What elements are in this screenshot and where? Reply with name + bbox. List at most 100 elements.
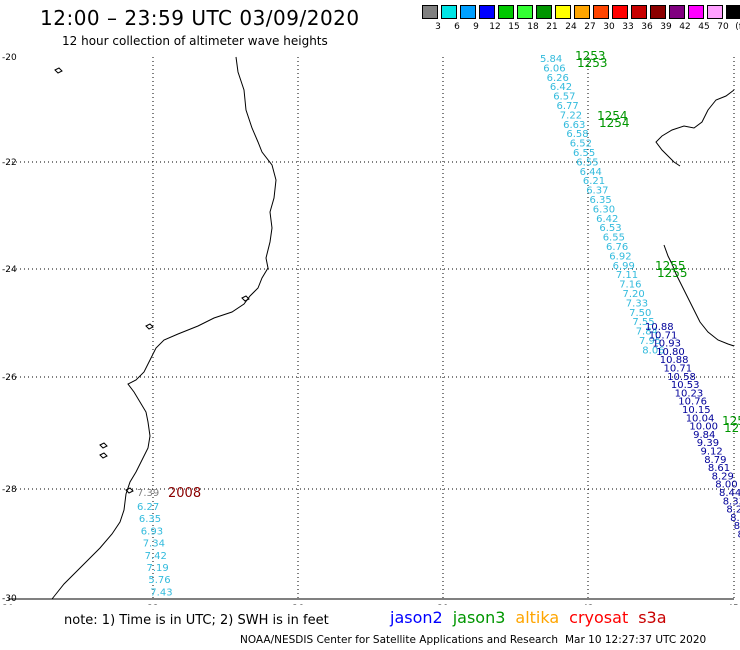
- grid-lines: [8, 57, 735, 600]
- track-value: 6.37: [586, 186, 608, 197]
- track-value: 8.06: [642, 345, 664, 356]
- track-value: 6.77: [557, 101, 579, 112]
- longitude-label: 33: [147, 604, 158, 605]
- page-subtitle: 12 hour collection of altimeter wave hei…: [62, 34, 328, 48]
- track-value: 7.22: [560, 110, 582, 121]
- pass-label: 125: [722, 414, 740, 428]
- scale-label: 18: [527, 22, 539, 32]
- scale-label: 24: [565, 22, 577, 32]
- track-value: 6.53: [599, 223, 621, 234]
- track-value: 6.30: [593, 204, 615, 215]
- track-value: 6.93: [141, 526, 163, 537]
- track-value: 6.58: [566, 129, 588, 140]
- scale-swatch: [688, 5, 704, 19]
- pass-label: 1253: [575, 49, 606, 63]
- legend-altika: altika: [515, 608, 560, 627]
- timestamp: Mar 10 12:27:37 UTC 2020: [565, 634, 707, 646]
- track-value: 10.53: [671, 380, 700, 391]
- track-value: 7.34: [143, 539, 165, 550]
- track-value: 10.15: [682, 405, 711, 416]
- credit-text: NOAA/NESDIS Center for Satellite Applica…: [240, 634, 558, 646]
- track-value: 6.42: [596, 214, 618, 225]
- scale-label: 21: [546, 22, 558, 32]
- track-value: 6.92: [609, 251, 631, 262]
- pass-label-shadow: 1254: [599, 116, 630, 130]
- scale-swatch: [441, 5, 457, 19]
- scale-label: 6: [454, 22, 460, 32]
- track-value: 10.76: [678, 397, 707, 408]
- track-value: 9.84: [693, 430, 715, 441]
- pass-label: 1254: [597, 109, 628, 123]
- pass-label: 2008: [168, 486, 201, 501]
- track-value: 9.12: [701, 447, 723, 458]
- scale-swatch: [726, 5, 740, 19]
- track-value: 8.99: [738, 530, 740, 541]
- pass-label: 1255: [655, 259, 686, 273]
- scale-label: 42: [679, 22, 691, 32]
- track-value: 6.35: [139, 514, 161, 525]
- scale-swatch: [612, 5, 628, 19]
- track-value: 8.44: [719, 488, 740, 499]
- island-outline: [99, 452, 108, 459]
- track-value: 7.55: [632, 317, 654, 328]
- track-value: 7.39: [137, 488, 159, 499]
- track-value: 10.80: [656, 347, 685, 358]
- track-value: 6.57: [553, 92, 575, 103]
- track-value: 5.76: [148, 575, 170, 586]
- scale-label: 36: [641, 22, 653, 32]
- legend-jason2: jason2: [390, 608, 443, 627]
- scale-label: 39: [660, 22, 672, 32]
- scale-label: 3: [435, 22, 441, 32]
- track-value: 7.42: [145, 551, 167, 562]
- track-value: 6.27: [137, 502, 159, 513]
- scale-label: 45: [698, 22, 710, 32]
- track-value: 8.33: [723, 496, 740, 507]
- scale-swatch: [479, 5, 495, 19]
- track-value: 9.39: [697, 438, 719, 449]
- latitude-label: -26: [2, 373, 17, 383]
- track-value: 6.55: [573, 148, 595, 159]
- longitude-label: 45: [727, 604, 738, 605]
- track-value: 10.23: [675, 388, 704, 399]
- latitude-label: -30: [2, 594, 17, 604]
- track-value: 6.99: [613, 261, 635, 272]
- island-outline: [99, 442, 108, 449]
- legend-s3a: s3a: [638, 608, 667, 627]
- scale-label: 27: [584, 22, 596, 32]
- pass-label-shadow: 1253: [577, 56, 608, 70]
- legend-cryosat: cryosat: [569, 608, 629, 627]
- scale-swatch: [460, 5, 476, 19]
- latitude-label: -24: [2, 265, 17, 275]
- mozambique-coast: [51, 56, 277, 600]
- scale-swatch: [555, 5, 571, 19]
- pass-label-shadow: 1255: [657, 266, 688, 280]
- island-outline: [241, 295, 250, 302]
- scale-swatch: [536, 5, 552, 19]
- track-value: 7.11: [616, 270, 638, 281]
- track-value: 6.42: [550, 82, 572, 93]
- page-title: 12:00 – 23:59 UTC 03/09/2020: [40, 6, 360, 30]
- track-value: 8.79: [704, 455, 726, 466]
- scale-swatch: [631, 5, 647, 19]
- longitude-label: 39: [437, 604, 449, 605]
- scale-label: (ft): [735, 22, 740, 32]
- track-value: 8.61: [708, 463, 730, 474]
- track-value: 6.35: [590, 195, 612, 206]
- track-value: 8.22: [726, 505, 740, 516]
- island-outline: [145, 323, 154, 330]
- track-value: 8.00: [715, 480, 737, 491]
- track-value: 8.27: [730, 513, 740, 524]
- scale-label: 12: [489, 22, 501, 32]
- scale-swatch: [593, 5, 609, 19]
- track-value: 10.00: [689, 422, 718, 433]
- track-value: 10.04: [686, 413, 715, 424]
- coastline: [51, 56, 735, 600]
- track-value: 10.58: [667, 372, 696, 383]
- track-value: 7.33: [626, 298, 648, 309]
- map-axes: -20 -22 -24 -26 -28 -3030 33 36 39 42 45: [2, 53, 739, 605]
- scale-label: 9: [473, 22, 479, 32]
- track-value: 8.29: [712, 471, 734, 482]
- units-note: note: 1) Time is in UTC; 2) SWH is in fe…: [64, 613, 329, 628]
- track-value: 10.71: [649, 330, 678, 341]
- track-value: 7.95: [639, 336, 661, 347]
